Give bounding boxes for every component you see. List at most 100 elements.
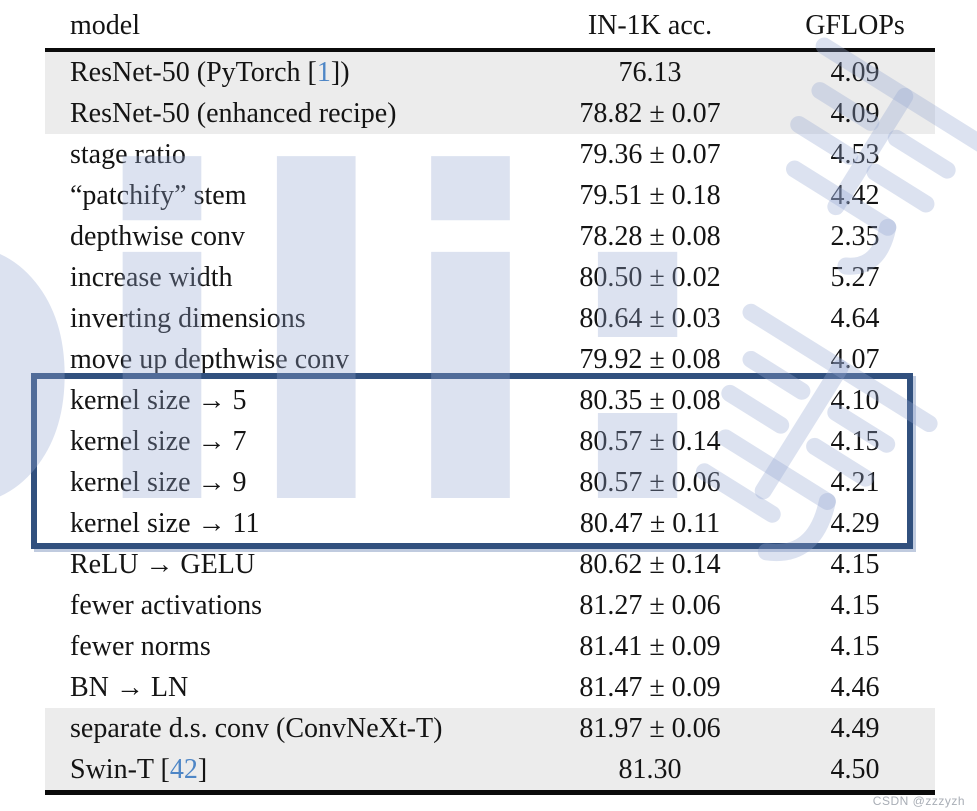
citation-link[interactable]: 42 [169,754,198,785]
table-row: move up depthwise conv 79.92 ± 0.08 4.07 [45,339,935,380]
model-cell: separate d.s. conv (ConvNeXt-T) [45,708,525,749]
column-header-acc: IN-1K acc. [587,10,713,41]
acc-cell: 79.92 ± 0.08 [579,344,721,375]
table-row: separate d.s. conv (ConvNeXt-T) 81.97 ± … [45,708,935,749]
table-row: fewer activations 81.27 ± 0.06 4.15 [45,585,935,626]
acc-cell: 78.28 ± 0.08 [579,221,721,252]
gflops-cell: 4.42 [830,180,880,211]
acc-cell: 80.35 ± 0.08 [579,385,721,416]
acc-cell: 80.47 ± 0.11 [579,508,721,539]
model-text: ReLU → GELU [70,549,256,580]
model-cell: ResNet-50 (PyTorch [1]) [45,52,525,93]
gflops-cell: 4.15 [830,549,880,580]
citation-link[interactable]: 1 [316,57,331,88]
model-text: Swin-T [ [70,754,170,785]
gflops-cell: 4.49 [830,713,880,744]
acc-cell: 78.82 ± 0.07 [579,98,721,129]
table-row-kernel-size: kernel size → 7 80.57 ± 0.14 4.15 [45,421,935,462]
table-row: ResNet-50 (PyTorch [1]) 76.13 4.09 [45,52,935,93]
table-row: BN → LN 81.47 ± 0.09 4.46 [45,667,935,708]
table-row-kernel-size: kernel size → 9 80.57 ± 0.06 4.21 [45,462,935,503]
gflops-cell: 4.15 [830,631,880,662]
gflops-cell: 4.53 [830,139,880,170]
table-row: fewer norms 81.41 ± 0.09 4.15 [45,626,935,667]
gflops-cell: 4.50 [830,754,880,785]
acc-cell: 81.30 [618,754,682,785]
model-text: move up depthwise conv [70,344,350,375]
model-cell: increase width [45,257,525,298]
gflops-cell: 4.15 [830,426,880,457]
model-text: stage ratio [70,139,186,170]
model-text: BN → LN [70,672,189,703]
model-cell: Swin-T [42] [45,749,525,790]
acc-cell: 80.50 ± 0.02 [579,262,721,293]
acc-cell: 79.36 ± 0.07 [579,139,721,170]
table-row: Swin-T [42] 81.30 4.50 [45,749,935,790]
table-header-row: model IN-1K acc. GFLOPs [45,0,935,52]
model-text: kernel size → 9 [70,467,247,498]
model-text: depthwise conv [70,221,245,252]
table-row: ResNet-50 (enhanced recipe) 78.82 ± 0.07… [45,93,935,134]
acc-cell: 81.41 ± 0.09 [579,631,721,662]
csdn-watermark: CSDN @zzzyzh [872,794,965,808]
acc-cell: 80.64 ± 0.03 [579,303,721,334]
model-cell: inverting dimensions [45,298,525,339]
gflops-cell: 4.21 [830,467,880,498]
model-text: inverting dimensions [70,303,306,334]
gflops-cell: 4.07 [830,344,880,375]
table-row: increase width 80.50 ± 0.02 5.27 [45,257,935,298]
acc-cell: 80.62 ± 0.14 [579,549,721,580]
model-text: ResNet-50 (enhanced recipe) [70,98,397,129]
ablation-table: model IN-1K acc. GFLOPs ResNet-50 (PyTor… [45,0,935,790]
model-cell: fewer norms [45,626,525,667]
model-text: fewer activations [70,590,263,621]
model-text: “patchify” stem [70,180,247,211]
model-text: ] [197,754,208,785]
gflops-cell: 4.46 [830,672,880,703]
model-cell: fewer activations [45,585,525,626]
model-text: ]) [330,57,350,88]
model-cell: kernel size → 11 [45,503,525,544]
model-cell: kernel size → 7 [45,421,525,462]
table-row-kernel-size: kernel size → 11 80.47 ± 0.11 4.29 [45,503,935,544]
gflops-cell: 4.10 [830,385,880,416]
model-text: increase width [70,262,233,293]
acc-cell: 80.57 ± 0.14 [579,426,721,457]
acc-cell: 80.57 ± 0.06 [579,467,721,498]
model-cell: ResNet-50 (enhanced recipe) [45,93,525,134]
table-row: “patchify” stem 79.51 ± 0.18 4.42 [45,175,935,216]
gflops-cell: 4.29 [830,508,880,539]
model-text: separate d.s. conv (ConvNeXt-T) [70,713,443,744]
model-text: kernel size → 11 [70,508,260,539]
model-cell: move up depthwise conv [45,339,525,380]
acc-cell: 79.51 ± 0.18 [579,180,721,211]
table-row: depthwise conv 78.28 ± 0.08 2.35 [45,216,935,257]
model-text: ResNet-50 (PyTorch [ [70,57,317,88]
gflops-cell: 4.64 [830,303,880,334]
model-text: kernel size → 7 [70,426,247,457]
table-row: stage ratio 79.36 ± 0.07 4.53 [45,134,935,175]
table-row: inverting dimensions 80.64 ± 0.03 4.64 [45,298,935,339]
gflops-cell: 5.27 [830,262,880,293]
acc-cell: 81.47 ± 0.09 [579,672,721,703]
model-cell: “patchify” stem [45,175,525,216]
model-cell: ReLU → GELU [45,544,525,585]
acc-cell: 81.27 ± 0.06 [579,590,721,621]
acc-cell: 81.97 ± 0.06 [579,713,721,744]
column-header-model: model [70,10,140,41]
gflops-cell: 2.35 [830,221,880,252]
gflops-cell: 4.09 [830,57,880,88]
table-bottom-rule [45,790,935,795]
model-text: fewer norms [70,631,211,662]
gflops-cell: 4.15 [830,590,880,621]
model-cell: depthwise conv [45,216,525,257]
model-cell: kernel size → 9 [45,462,525,503]
model-cell: stage ratio [45,134,525,175]
table-row: ReLU → GELU 80.62 ± 0.14 4.15 [45,544,935,585]
gflops-cell: 4.09 [830,98,880,129]
model-cell: BN → LN [45,667,525,708]
column-header-gflops: GFLOPs [805,10,905,41]
model-cell: kernel size → 5 [45,380,525,421]
acc-cell: 76.13 [618,57,682,88]
